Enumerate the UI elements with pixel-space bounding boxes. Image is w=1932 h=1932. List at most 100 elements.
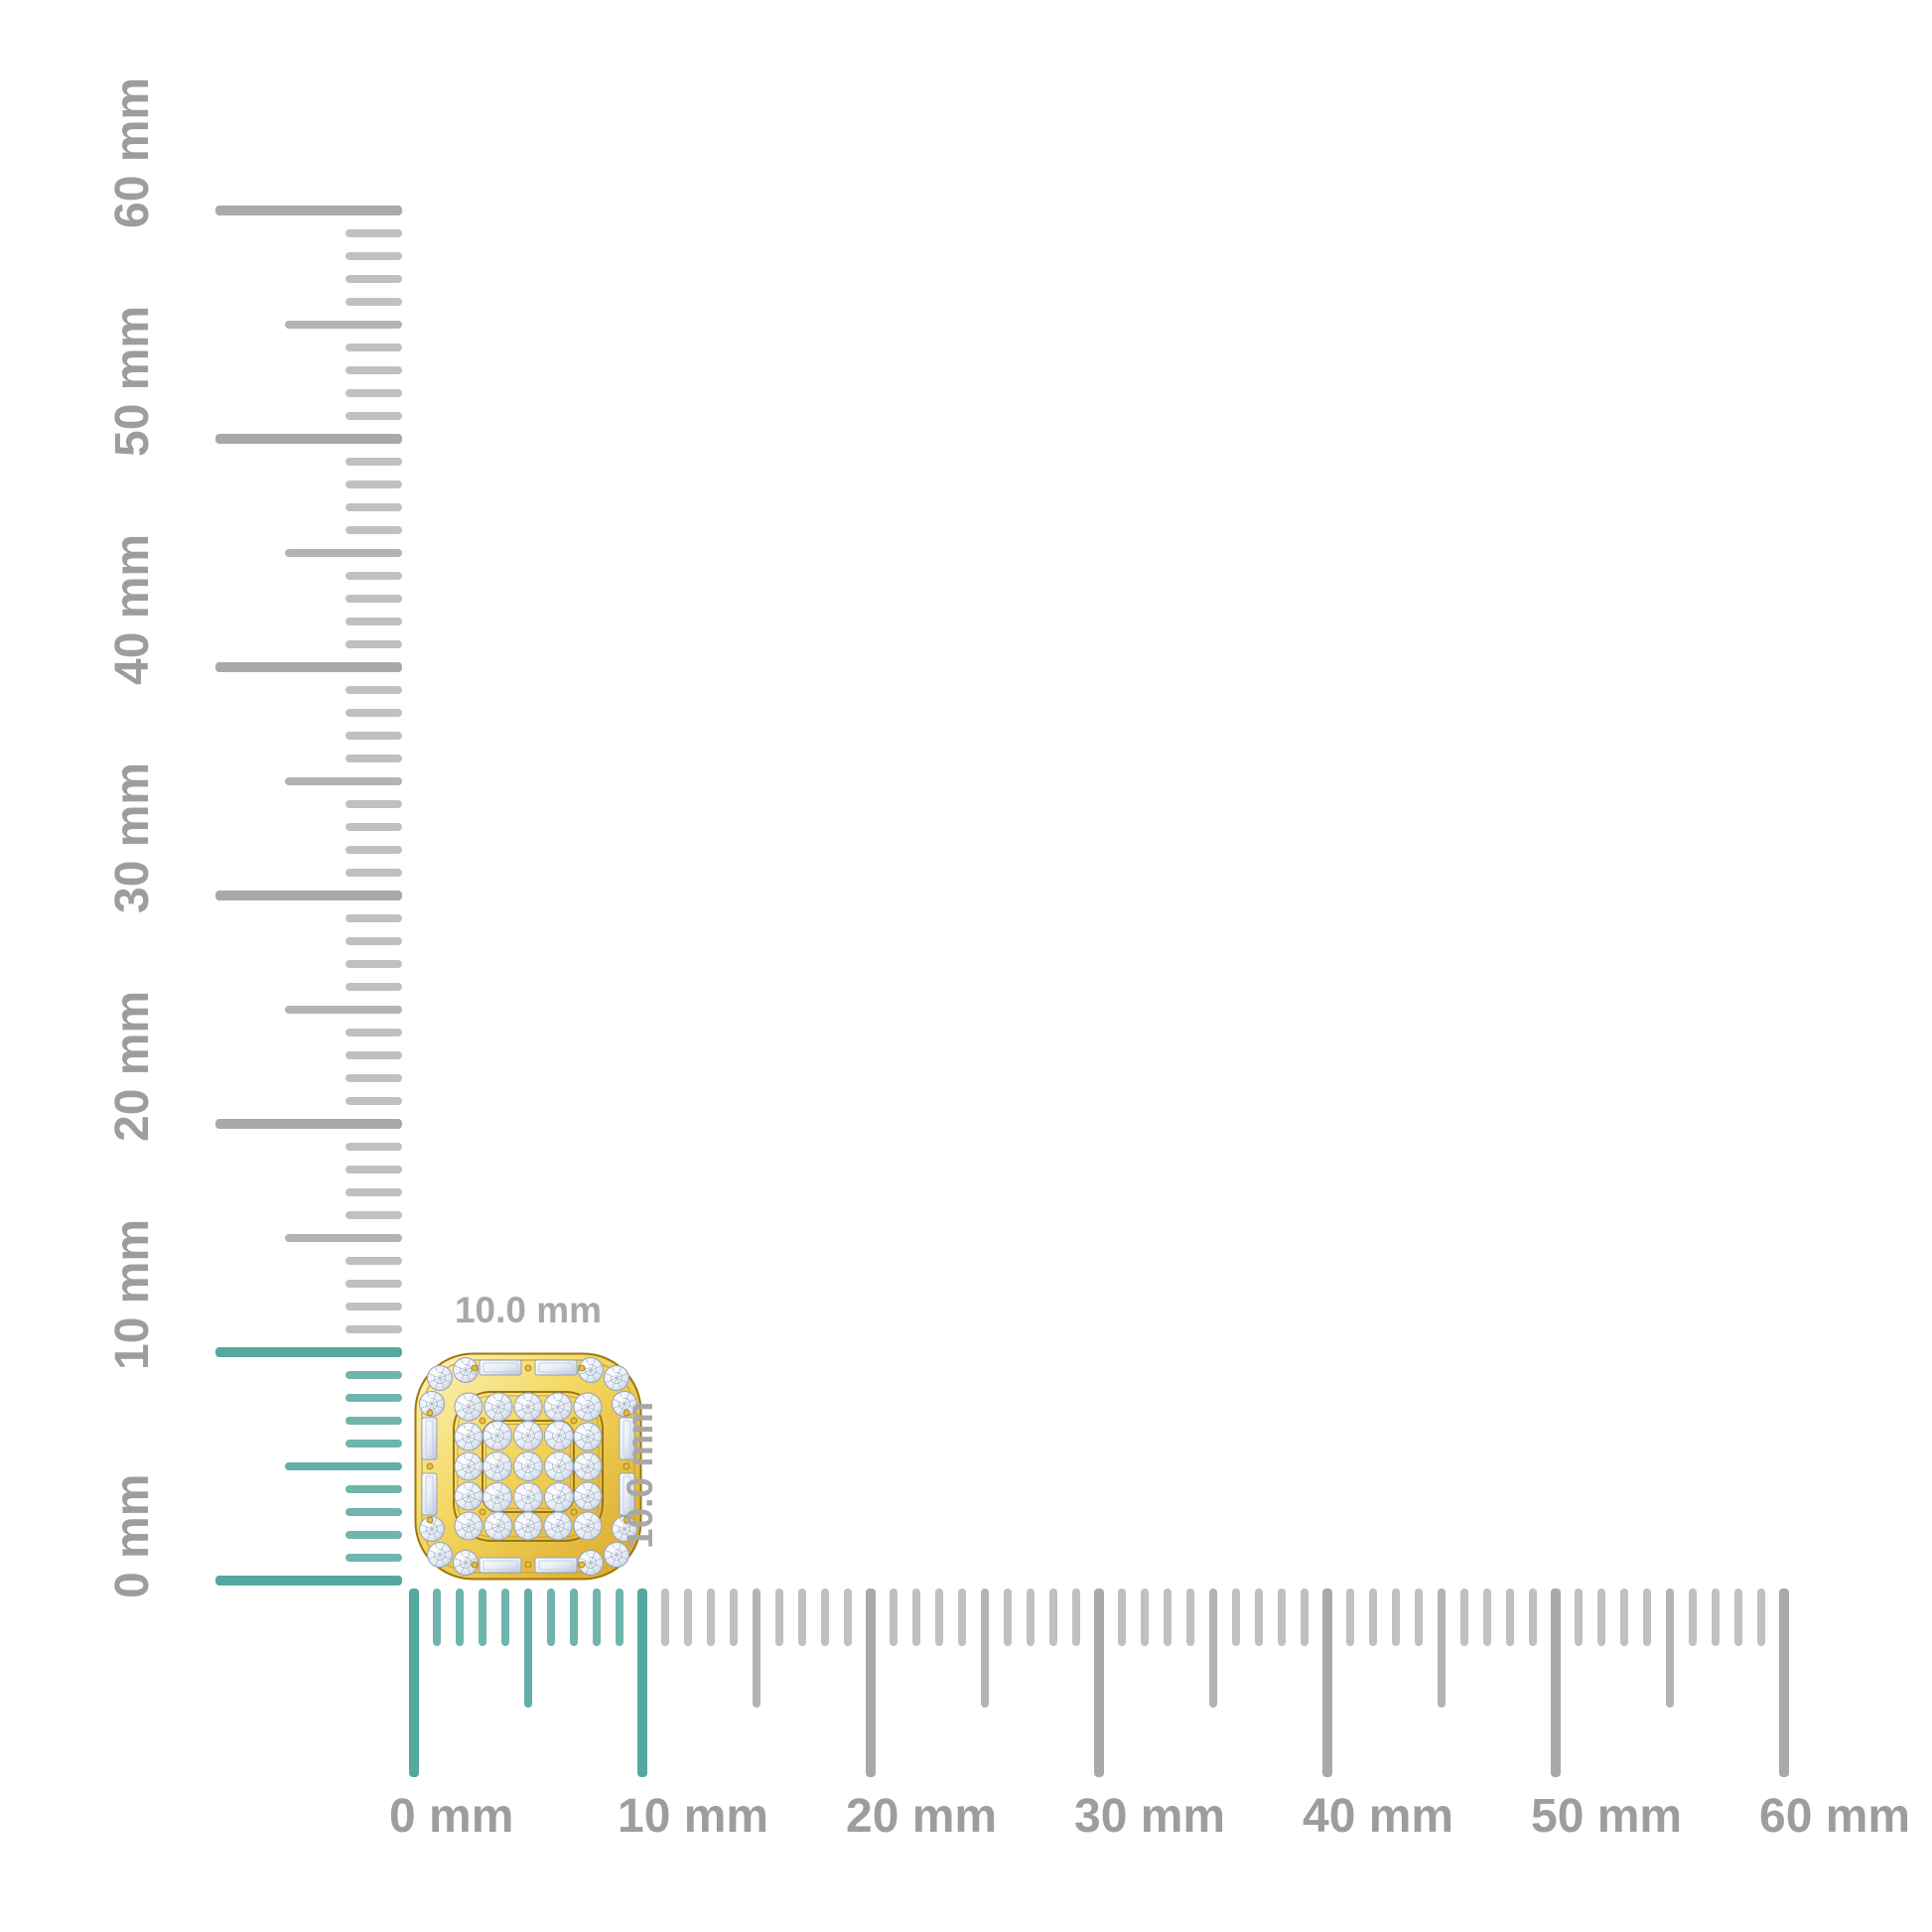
h-tick-14mm [730, 1588, 738, 1646]
h-tick-4mm [501, 1588, 509, 1646]
h-tick-23mm [935, 1588, 943, 1646]
h-tick-7mm [570, 1588, 578, 1646]
h-tick-31mm [1118, 1588, 1126, 1646]
v-tick-9mm [345, 1371, 402, 1379]
h-tick-10mm [637, 1588, 647, 1777]
v-tick-46mm [345, 526, 402, 534]
h-tick-20mm [866, 1588, 876, 1777]
v-tick-18mm [345, 1166, 402, 1173]
h-tick-19mm [844, 1588, 852, 1646]
h-tick-41mm [1346, 1588, 1354, 1646]
h-tick-28mm [1049, 1588, 1057, 1646]
h-tick-44mm [1415, 1588, 1423, 1646]
h-tick-5mm [524, 1588, 532, 1708]
v-tick-27mm [345, 960, 402, 968]
h-tick-0mm [409, 1588, 419, 1777]
v-tick-4mm [345, 1485, 402, 1493]
h-tick-8mm [593, 1588, 601, 1646]
h-tick-36mm [1232, 1588, 1240, 1646]
v-tick-57mm [345, 275, 402, 283]
h-tick-57mm [1712, 1588, 1720, 1646]
h-tick-59mm [1757, 1588, 1765, 1646]
v-tick-19mm [345, 1143, 402, 1151]
h-tick-37mm [1255, 1588, 1263, 1646]
h-tick-13mm [707, 1588, 715, 1646]
v-tick-32mm [345, 846, 402, 854]
h-tick-12mm [684, 1588, 692, 1646]
v-ruler-label-30mm: 30 mm [106, 761, 159, 913]
h-tick-17mm [798, 1588, 806, 1646]
v-tick-25mm [285, 1006, 402, 1014]
v-tick-35mm [285, 777, 402, 785]
h-tick-38mm [1278, 1588, 1286, 1646]
v-tick-12mm [345, 1303, 402, 1311]
v-tick-22mm [345, 1074, 402, 1082]
v-tick-30mm [215, 891, 402, 900]
h-tick-56mm [1689, 1588, 1697, 1646]
v-tick-56mm [345, 298, 402, 306]
v-tick-16mm [345, 1211, 402, 1219]
h-tick-16mm [775, 1588, 783, 1646]
h-tick-58mm [1734, 1588, 1742, 1646]
v-ruler-label-0mm: 0 mm [106, 1473, 159, 1598]
v-tick-13mm [345, 1280, 402, 1288]
v-tick-55mm [285, 321, 402, 329]
h-tick-22mm [912, 1588, 920, 1646]
h-tick-32mm [1141, 1588, 1149, 1646]
v-tick-8mm [345, 1394, 402, 1402]
v-ruler-label-10mm: 10 mm [106, 1218, 159, 1370]
v-tick-21mm [345, 1097, 402, 1105]
h-tick-30mm [1094, 1588, 1104, 1777]
v-ruler-label-50mm: 50 mm [106, 305, 159, 457]
h-tick-43mm [1392, 1588, 1400, 1646]
v-tick-20mm [215, 1119, 402, 1129]
v-tick-39mm [345, 686, 402, 694]
h-ruler-label-60mm: 60 mm [1759, 1790, 1911, 1843]
h-tick-25mm [981, 1588, 989, 1708]
h-tick-39mm [1301, 1588, 1309, 1646]
h-tick-2mm [456, 1588, 464, 1646]
h-tick-3mm [479, 1588, 486, 1646]
h-tick-50mm [1551, 1588, 1561, 1777]
v-tick-24mm [345, 1029, 402, 1036]
h-tick-52mm [1597, 1588, 1605, 1646]
h-tick-46mm [1460, 1588, 1468, 1646]
v-ruler-label-20mm: 20 mm [106, 990, 159, 1142]
v-tick-14mm [345, 1257, 402, 1265]
v-tick-5mm [285, 1462, 402, 1470]
h-tick-33mm [1164, 1588, 1172, 1646]
v-tick-54mm [345, 344, 402, 351]
v-tick-51mm [345, 412, 402, 420]
h-tick-27mm [1027, 1588, 1035, 1646]
h-ruler-label-50mm: 50 mm [1531, 1790, 1683, 1843]
h-tick-55mm [1666, 1588, 1674, 1708]
v-tick-17mm [345, 1188, 402, 1196]
v-tick-29mm [345, 914, 402, 922]
v-tick-59mm [345, 229, 402, 237]
v-tick-2mm [345, 1531, 402, 1539]
v-tick-45mm [285, 549, 402, 557]
h-ruler-label-30mm: 30 mm [1074, 1790, 1226, 1843]
v-tick-36mm [345, 755, 402, 762]
h-ruler-label-40mm: 40 mm [1303, 1790, 1454, 1843]
h-tick-40mm [1322, 1588, 1332, 1777]
h-tick-21mm [890, 1588, 897, 1646]
v-tick-1mm [345, 1554, 402, 1562]
h-tick-15mm [753, 1588, 760, 1708]
h-ruler-label-20mm: 20 mm [846, 1790, 998, 1843]
v-tick-34mm [345, 800, 402, 808]
h-tick-24mm [958, 1588, 966, 1646]
v-tick-48mm [345, 481, 402, 488]
v-tick-26mm [345, 983, 402, 991]
h-tick-51mm [1575, 1588, 1583, 1646]
h-tick-49mm [1529, 1588, 1537, 1646]
h-ruler-label-0mm: 0 mm [389, 1790, 514, 1843]
h-tick-9mm [616, 1588, 623, 1646]
h-tick-48mm [1506, 1588, 1514, 1646]
h-tick-60mm [1779, 1588, 1789, 1777]
item-width-label: 10.0 mm [454, 1290, 603, 1330]
h-tick-35mm [1209, 1588, 1217, 1708]
v-tick-40mm [215, 662, 402, 672]
h-tick-54mm [1643, 1588, 1651, 1646]
